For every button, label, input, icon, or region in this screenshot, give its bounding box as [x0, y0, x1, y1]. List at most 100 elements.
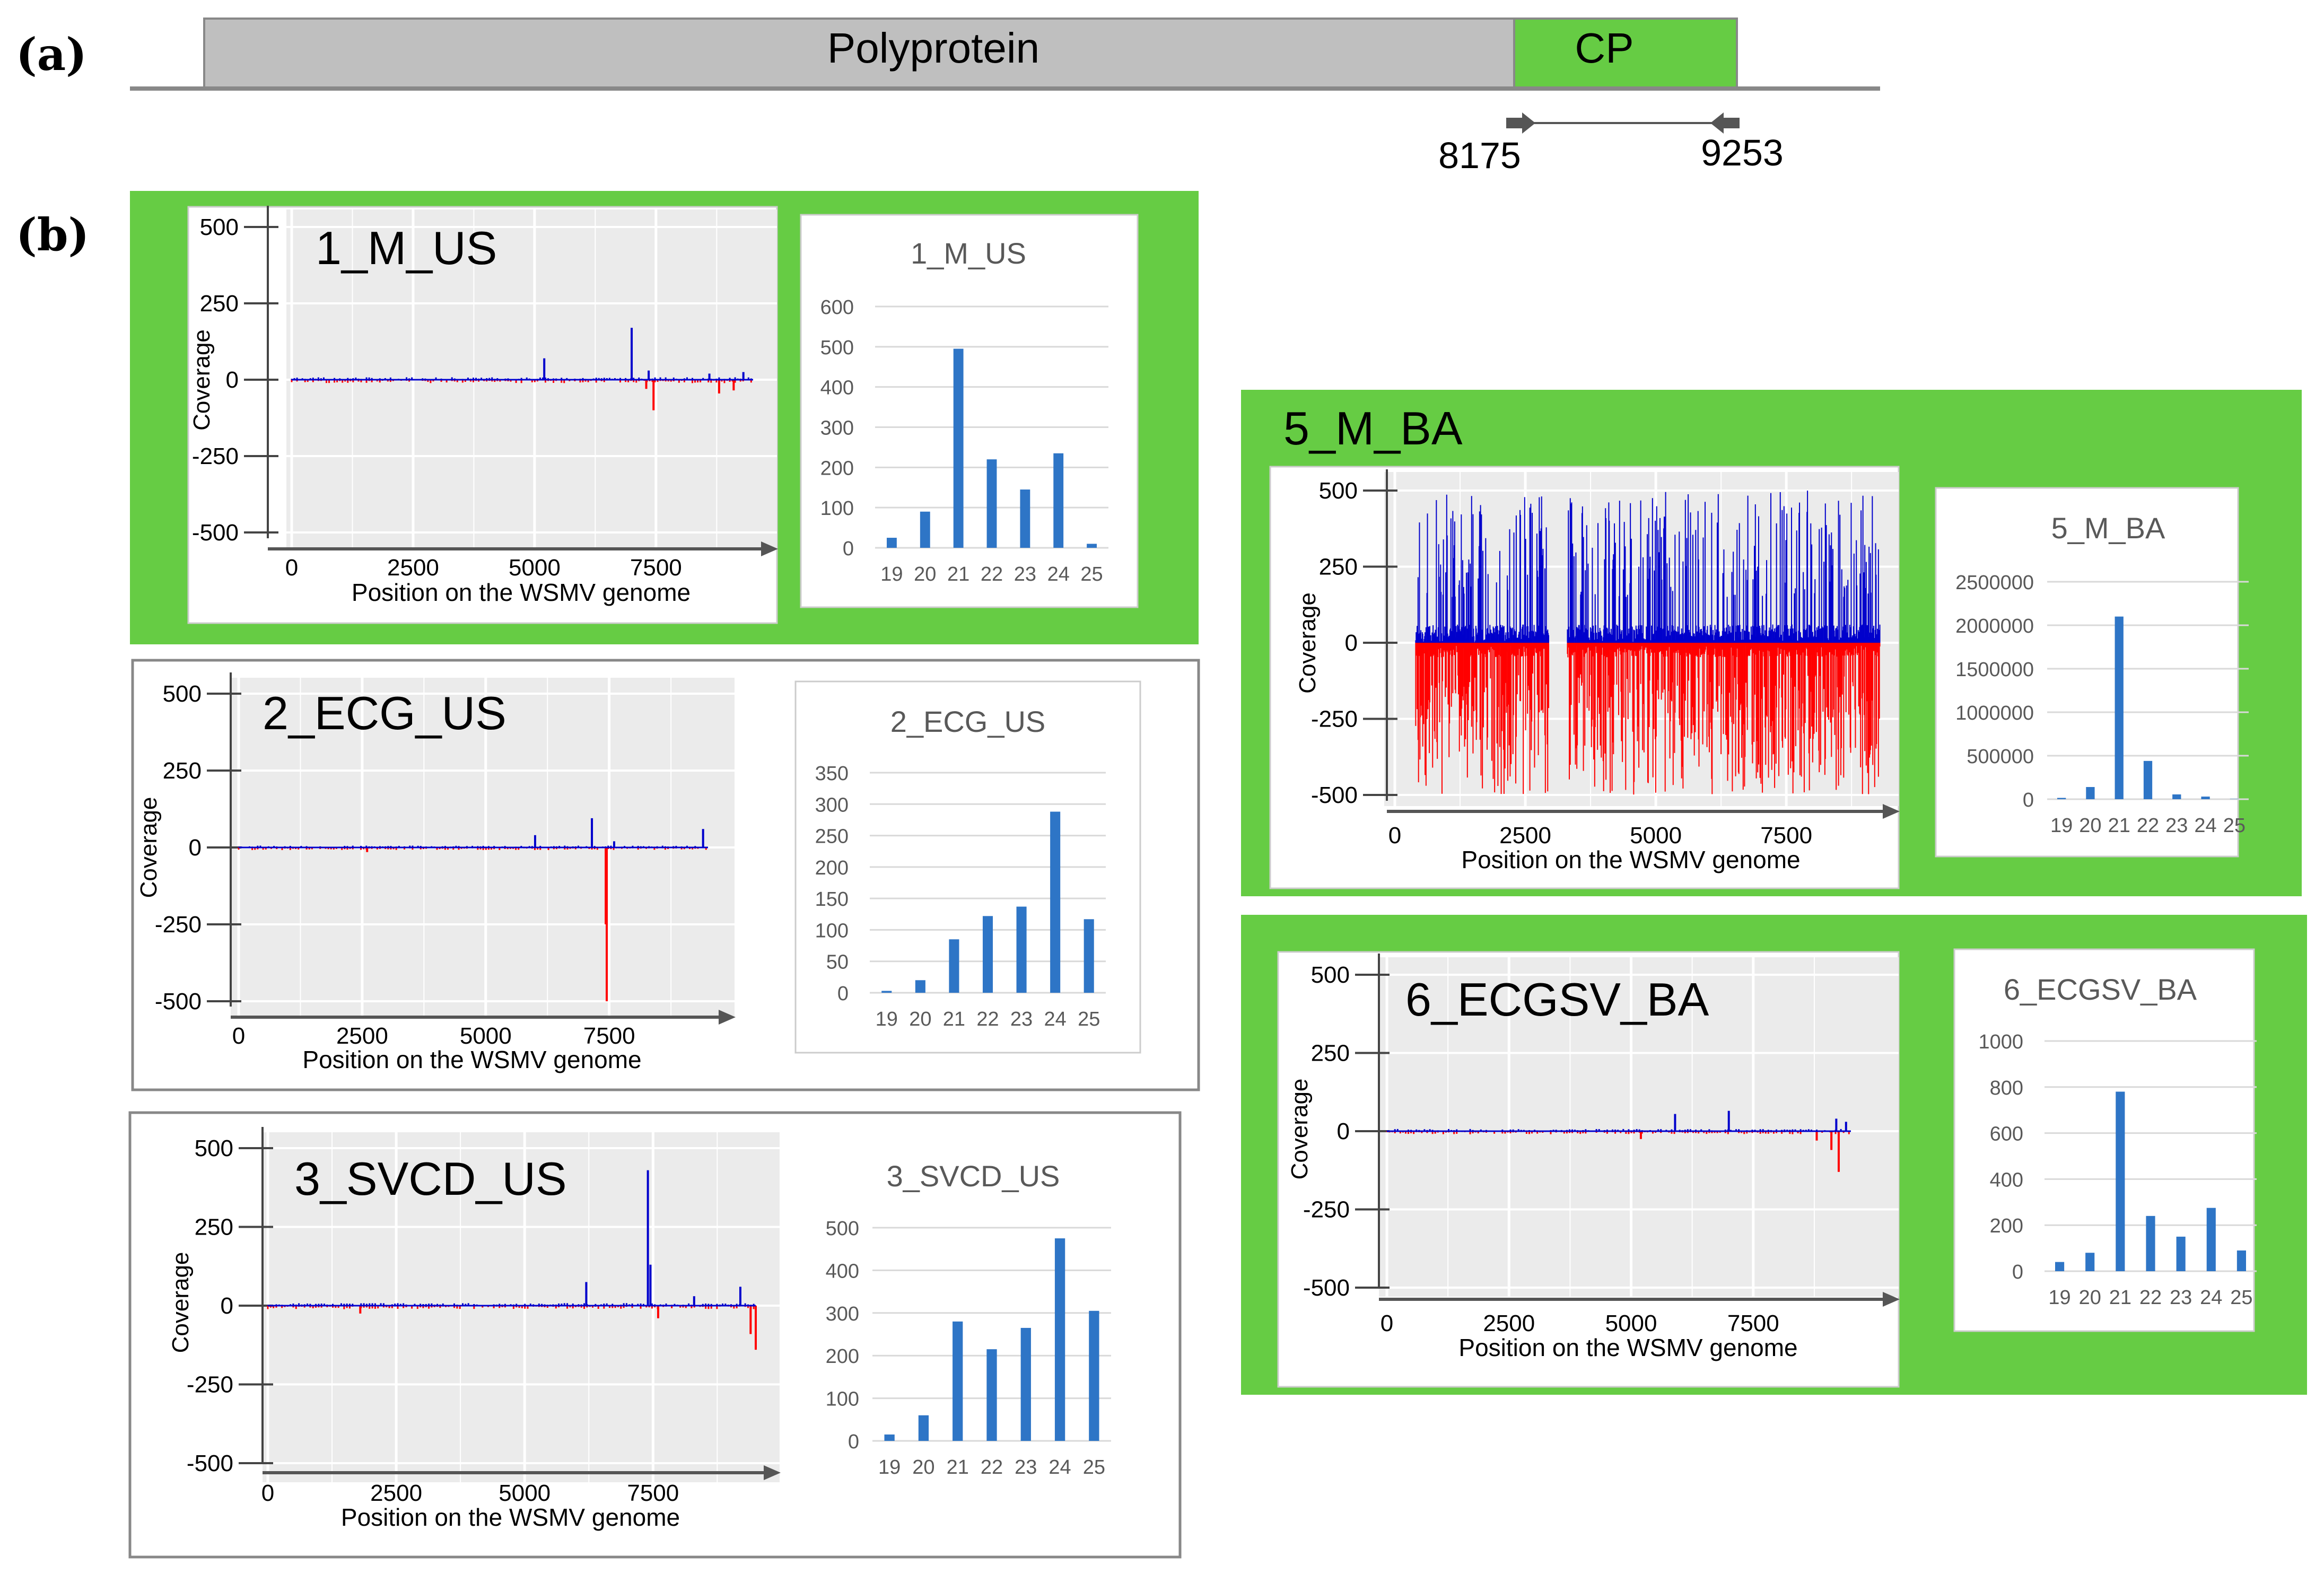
y-tick-label: 350	[815, 763, 849, 785]
y-tick-label: 200	[815, 857, 849, 879]
x-tick-label: 7500	[630, 555, 682, 581]
x-tick-label: 5000	[499, 1480, 551, 1506]
y-tick-label: 0	[221, 1293, 233, 1319]
y-tick-label: -500	[187, 1450, 233, 1476]
y-tick-label: 500000	[1967, 746, 2034, 768]
bar	[986, 1349, 997, 1441]
primer-end-label: 9253	[1701, 132, 1784, 173]
x-tick-label: 20	[914, 563, 936, 585]
bar	[2201, 797, 2210, 799]
bar	[1084, 919, 1094, 993]
bar	[949, 939, 959, 993]
y-tick-label: 250	[200, 291, 239, 317]
y-tick-label: -250	[155, 912, 202, 938]
y-tick-label: 250	[195, 1214, 233, 1240]
x-tick-label: 7500	[583, 1023, 635, 1049]
y-tick-label: 400	[820, 377, 854, 399]
x-tick-label: 24	[2194, 815, 2216, 837]
chart-title: 2_ECG_US	[890, 705, 1046, 738]
bar	[2176, 1236, 2186, 1271]
bar	[1053, 453, 1064, 548]
x-tick-label: 2500	[1483, 1310, 1535, 1336]
x-tick-label: 23	[2170, 1287, 2192, 1309]
y-tick-label: 2500000	[1955, 572, 2034, 594]
x-tick-label: 7500	[1760, 823, 1812, 849]
x-tick-label: 24	[1044, 1008, 1067, 1030]
y-tick-label: 500	[163, 681, 202, 707]
bar	[2206, 1208, 2216, 1271]
chart-title: 2_ECG_US	[263, 687, 506, 739]
x-tick-label: 25	[1078, 1008, 1100, 1030]
x-tick-label: 20	[912, 1456, 934, 1479]
x-tick-label: 22	[2137, 815, 2159, 837]
chart-title: 6_ECGSV_BA	[1405, 973, 1709, 1026]
length-chart-6-ecgsv-ba: 6_ECGSV_BA 0 200 400 600 800 1000 19 20 21 22 23 24 2…	[1978, 973, 2257, 1309]
y-tick-label: 600	[820, 296, 854, 319]
x-tick-label: 19	[2050, 815, 2073, 837]
y-tick-label: 500	[1311, 962, 1350, 988]
bar	[1020, 1327, 1031, 1441]
bar	[2057, 798, 2066, 799]
x-tick-label: 24	[1049, 1456, 1071, 1479]
y-tick-label: 50	[826, 951, 849, 974]
chart-title: 1_M_US	[911, 237, 1026, 270]
y-axis-label: Coverage	[1287, 1079, 1313, 1180]
x-tick-label: 22	[976, 1008, 999, 1030]
primer-start-label: 8175	[1438, 135, 1521, 176]
bar	[920, 511, 930, 548]
x-tick-label: 21	[943, 1008, 965, 1030]
x-tick-label: 23	[1010, 1008, 1033, 1030]
x-tick-label: 25	[2230, 1287, 2252, 1309]
y-tick-label: 400	[826, 1260, 859, 1282]
x-axis-label: Position on the WSMV genome	[1461, 846, 1800, 873]
y-tick-label: -250	[1311, 706, 1358, 732]
y-tick-label: 100	[820, 497, 854, 520]
y-tick-label: 1500000	[1955, 659, 2034, 681]
y-axis-label: Coverage	[1295, 592, 1321, 694]
y-tick-label: 250	[163, 758, 202, 784]
bar	[2115, 616, 2124, 799]
x-tick-label: 7500	[1727, 1310, 1779, 1336]
x-tick-label: 2500	[1499, 823, 1551, 849]
chart-title: 3_SVCD_US	[887, 1159, 1060, 1193]
y-tick-label: -500	[1311, 782, 1358, 808]
bar	[2086, 787, 2095, 799]
y-tick-label: 200	[826, 1345, 859, 1368]
x-tick-label: 19	[2048, 1287, 2070, 1309]
bar	[1087, 544, 1097, 548]
x-tick-label: 22	[2139, 1287, 2162, 1309]
bar	[953, 1321, 963, 1441]
y-tick-label: 250	[815, 826, 849, 848]
x-tick-label: 23	[1015, 1456, 1037, 1479]
x-axis-arrow-icon	[719, 1010, 736, 1025]
chart-title: 5_M_BA	[1283, 402, 1463, 454]
bar	[2055, 1262, 2065, 1271]
bar	[887, 538, 897, 548]
bar	[881, 991, 892, 993]
length-chart-5-m-ba: 5_M_BA 0 500000 1000000 1500000 2000000 250000…	[1955, 511, 2249, 837]
x-tick-label: 20	[909, 1008, 931, 1030]
y-tick-label: -500	[155, 989, 202, 1015]
y-tick-label: 1000	[1978, 1031, 2023, 1053]
x-axis-label: Position on the WSMV genome	[352, 579, 691, 606]
y-tick-label: 0	[1345, 630, 1358, 656]
x-tick-label: 0	[232, 1023, 245, 1049]
y-tick-label: 250	[1319, 554, 1358, 580]
x-axis-label: Position on the WSMV genome	[341, 1503, 680, 1531]
cp-box	[1513, 18, 1738, 89]
length-chart-3-svcd-us: 3_SVCD_US 0 100 200 300 400 500 19 20 21 22 23 24 25	[826, 1159, 1111, 1479]
x-tick-label: 5000	[460, 1023, 512, 1049]
x-tick-label: 21	[2108, 815, 2130, 837]
bar	[1089, 1310, 1099, 1441]
y-tick-label: 0	[843, 538, 854, 560]
x-tick-label: 5000	[1630, 823, 1682, 849]
y-tick-label: 600	[1990, 1123, 2023, 1145]
y-tick-label: -250	[192, 443, 239, 469]
y-tick-label: 150	[815, 888, 849, 911]
y-tick-label: 2000000	[1955, 615, 2034, 637]
y-axis-label: Coverage	[189, 329, 215, 431]
